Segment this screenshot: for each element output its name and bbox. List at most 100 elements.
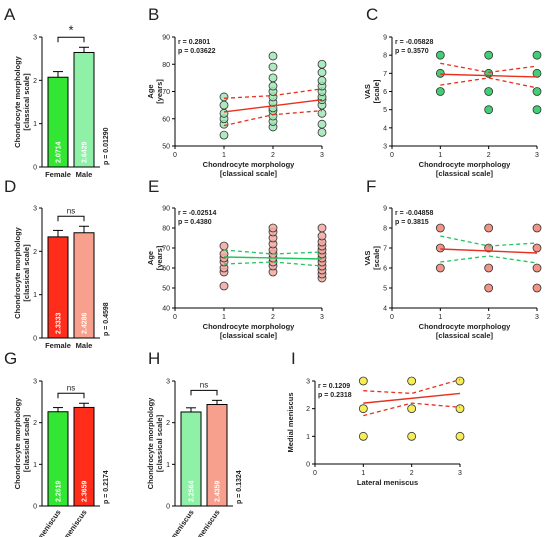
y-tick-label: 2	[306, 406, 310, 413]
bar-value-label: 2.0714	[56, 141, 63, 163]
data-point	[219, 281, 229, 291]
y-axis-label-line: [classical scale]	[155, 414, 164, 472]
data-point	[317, 119, 327, 129]
bar-value-label: 2.3659	[82, 480, 89, 502]
y-axis-label-line: Chondrocyte morphology	[13, 226, 22, 318]
data-point	[407, 431, 417, 441]
x-axis-label: Chondrocyte morphology [classical scale]	[203, 322, 295, 340]
confidence-band-lower	[440, 255, 538, 264]
y-tick-label: 70	[162, 89, 170, 96]
x-tick-label: 2	[271, 152, 275, 159]
x-tick-label: 0	[173, 314, 177, 321]
y-axis-label: VAS[scale]	[363, 246, 381, 270]
x-axis-label-line: [classical scale]	[436, 331, 494, 340]
data-point	[358, 404, 368, 414]
panel-label: C	[366, 5, 378, 24]
y-tick-label: 80	[162, 62, 170, 69]
y-axis-label: Age[years]	[146, 245, 164, 270]
panel-h: H 0 1 2 3 Chondrocyte morphology[classical sc…	[146, 349, 243, 537]
y-tick-label: 3	[33, 206, 37, 213]
regression-line	[223, 98, 323, 113]
y-axis-label: VAS[scale]	[363, 79, 381, 103]
x-tick-label: 3	[320, 314, 324, 321]
panel-label: I	[291, 349, 296, 368]
y-tick-label: 8	[383, 53, 387, 60]
y-axis-label-line: Age	[146, 251, 155, 265]
y-tick-label: 3	[33, 379, 37, 386]
y-tick-label: 7	[383, 71, 387, 78]
data-point	[435, 87, 445, 96]
significance-label: ns	[200, 380, 208, 389]
y-axis-label-line: [classical scale]	[22, 244, 31, 302]
y-tick-label: 0	[33, 165, 37, 172]
data-point	[317, 68, 327, 77]
x-tick-label: 3	[458, 470, 462, 477]
y-tick-label: 70	[162, 246, 170, 253]
data-point	[219, 130, 229, 140]
y-tick-label: 1	[33, 292, 37, 299]
y-axis-label: Age[years]	[146, 79, 164, 104]
bar-value-label: 2.4359	[215, 480, 222, 502]
y-axis-label-line: [scale]	[372, 79, 381, 103]
r-value-label: r = -0.02514	[178, 210, 216, 217]
regression-line	[440, 248, 538, 254]
p-value-label: p = 0.4380	[178, 219, 212, 226]
data-point	[435, 243, 445, 253]
y-tick-label: 60	[162, 266, 170, 273]
y-tick-label: 2	[166, 420, 170, 427]
data-point	[484, 105, 494, 115]
data-point	[484, 223, 494, 233]
panel-label: G	[4, 349, 17, 368]
data-point	[268, 223, 278, 233]
x-axis-label-line: Chondrocyte morphology	[203, 322, 295, 331]
data-point	[317, 127, 327, 137]
data-point	[484, 283, 494, 293]
panel-label: H	[148, 349, 160, 368]
x-tick-label: 0	[313, 470, 317, 477]
y-tick-label: 60	[162, 116, 170, 123]
regression-line	[363, 392, 461, 404]
data-point	[435, 263, 445, 273]
confidence-band-upper	[223, 88, 323, 99]
panel-d: D 0 1 2 3 Chondrocyte morphology[classical sc…	[4, 177, 110, 350]
y-tick-label: 1	[33, 462, 37, 469]
x-category-label: Lateral meniscus	[20, 508, 63, 537]
bar-value-label: 2.3333	[56, 312, 63, 334]
confidence-band-upper	[363, 378, 461, 395]
x-tick-label: 1	[361, 470, 365, 477]
data-point	[455, 431, 465, 441]
y-tick-label: 3	[306, 379, 310, 386]
data-point	[358, 431, 368, 441]
confidence-band-upper	[440, 235, 538, 247]
panel-label: A	[4, 5, 16, 24]
y-axis-label-line: [classical scale]	[22, 73, 31, 131]
regression-line	[223, 256, 323, 260]
y-axis-label: Chondrocyte morphology[classical scale]	[13, 397, 31, 489]
y-axis-label-line: VAS	[363, 84, 372, 99]
bar-value-label: 2.2564	[189, 480, 196, 502]
data-point	[268, 62, 278, 72]
data-point	[532, 223, 542, 233]
x-tick-label: 1	[222, 314, 226, 321]
bar-value-label: 2.6429	[82, 141, 89, 163]
data-point	[407, 376, 417, 386]
x-tick-label: 2	[487, 152, 491, 159]
p-value-label: p = 0.4598	[103, 302, 110, 336]
y-tick-label: 7	[383, 246, 387, 253]
p-value-label: p = 0.2174	[103, 470, 110, 504]
data-point	[435, 223, 445, 233]
data-point	[407, 404, 417, 414]
y-tick-label: 2	[33, 249, 37, 256]
x-axis-label-line: Chondrocyte morphology	[419, 322, 511, 331]
data-point	[268, 81, 278, 91]
y-tick-label: 3	[33, 35, 37, 42]
significance-bracket	[57, 392, 85, 399]
x-tick-label: 2	[410, 470, 414, 477]
y-tick-label: 1	[33, 121, 37, 128]
x-category-label: Male	[76, 170, 93, 179]
x-axis-label-line: [classical scale]	[220, 331, 278, 340]
confidence-band-upper	[223, 249, 323, 255]
y-axis-label-line: [years]	[155, 79, 164, 104]
confidence-band-upper	[440, 62, 538, 74]
